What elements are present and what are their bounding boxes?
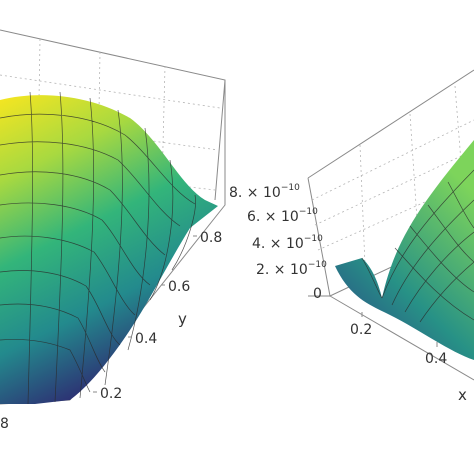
left-y-axis-label: y bbox=[178, 310, 187, 328]
left-y-tick-3: 0.2 bbox=[100, 386, 122, 402]
left-surface-mesh bbox=[0, 91, 196, 405]
right-x-tick-1: 0.4 bbox=[425, 351, 447, 367]
left-y-tick-2: 0.4 bbox=[135, 331, 157, 347]
right-surface-mesh bbox=[361, 169, 474, 323]
right-z-tick-0: 0 bbox=[313, 286, 322, 302]
left-surface bbox=[0, 95, 218, 404]
left-x-tick-partial: 8 bbox=[0, 416, 9, 432]
right-z-tick-4: 4. × 10−10 bbox=[252, 234, 323, 252]
right-z-ticks: 8. × 10−10 6. × 10−10 4. × 10−10 2. × 10… bbox=[229, 183, 327, 302]
right-surface bbox=[335, 140, 474, 360]
left-surface-plot: 0.8 0.6 0.4 0.2 y 8 bbox=[0, 29, 226, 432]
left-y-tick-1: 0.6 bbox=[168, 279, 190, 295]
left-y-tick-0: 0.8 bbox=[200, 230, 222, 246]
right-surface-plot: 8. × 10−10 6. × 10−10 4. × 10−10 2. × 10… bbox=[229, 69, 474, 404]
right-z-tick-6: 6. × 10−10 bbox=[247, 207, 318, 225]
right-back-grid bbox=[311, 85, 474, 266]
left-y-ticks: 0.8 0.6 0.4 0.2 bbox=[93, 230, 222, 402]
right-z-tick-2: 2. × 10−10 bbox=[256, 260, 327, 278]
right-z-tick-8: 8. × 10−10 bbox=[229, 183, 300, 201]
right-box-edges bbox=[307, 69, 474, 381]
right-x-axis-label: x bbox=[458, 386, 467, 404]
right-x-tick-0: 0.2 bbox=[350, 322, 372, 338]
right-x-ticks: 0.2 0.4 bbox=[350, 312, 447, 367]
